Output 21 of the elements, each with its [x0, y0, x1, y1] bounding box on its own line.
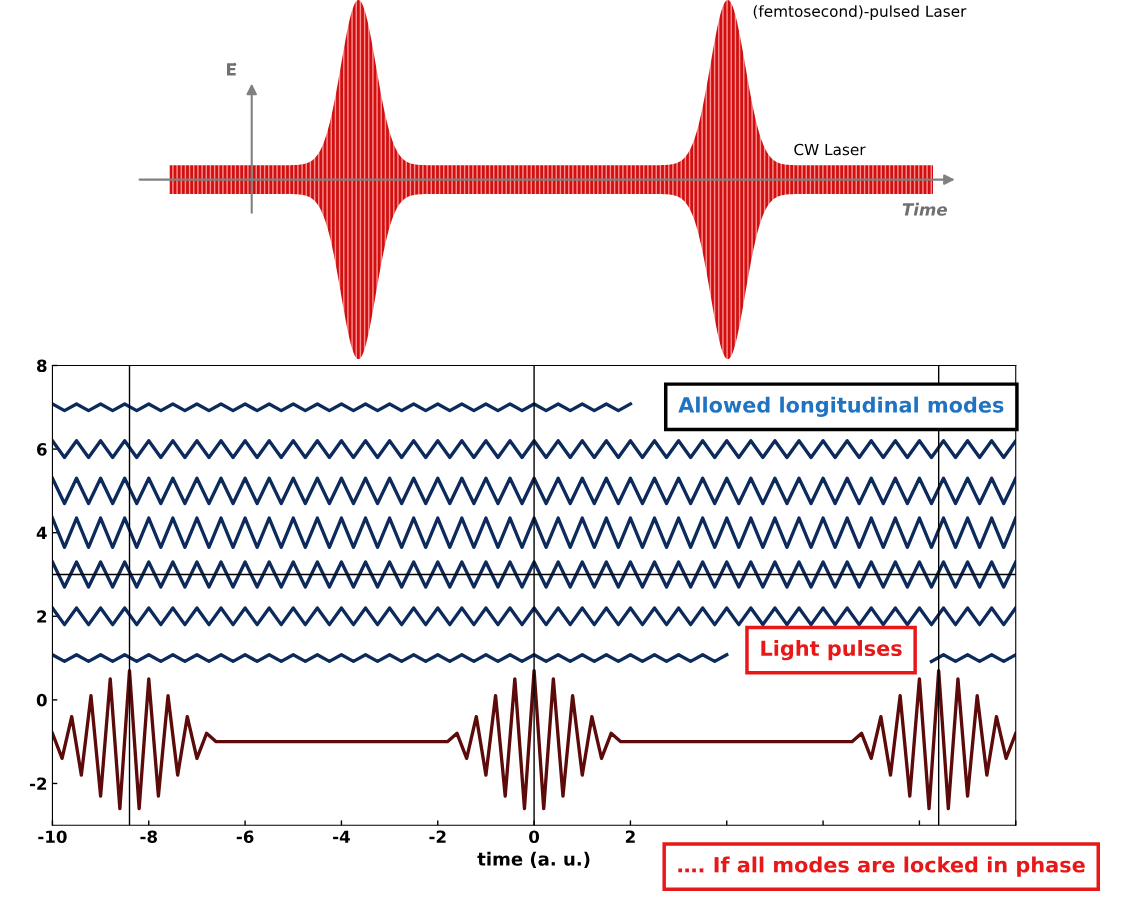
x-tick-label: -10: [38, 830, 67, 844]
text: …. If all modes are locked in phase: [678, 856, 1085, 877]
x-tick-label: -4: [333, 830, 350, 843]
x-tick-label: 0: [529, 830, 540, 844]
annotation: Allowed longitudinal modes: [678, 396, 1004, 417]
annotation: Light pulses: [761, 639, 902, 661]
y-tick-label: 8: [37, 359, 47, 373]
text: (femtosecond)-pulsed Laser: [753, 5, 967, 20]
y-tick-label: 6: [37, 443, 47, 456]
y-tick-label: 2: [37, 610, 47, 623]
x-tick-label: -2: [429, 830, 446, 843]
x-tick-label: -6: [236, 830, 254, 844]
x-tick-label: 2: [625, 830, 635, 843]
y-tick-label: 4: [36, 526, 47, 540]
text: E⃗: [227, 62, 237, 76]
x-tick-label: -8: [140, 830, 157, 844]
y-tick-label: -2: [29, 777, 47, 790]
text: CW Laser: [794, 143, 866, 156]
y-tick-label: 0: [36, 693, 47, 707]
text: Time: [902, 202, 948, 216]
x-axis-title: time (a. u.): [477, 851, 590, 868]
